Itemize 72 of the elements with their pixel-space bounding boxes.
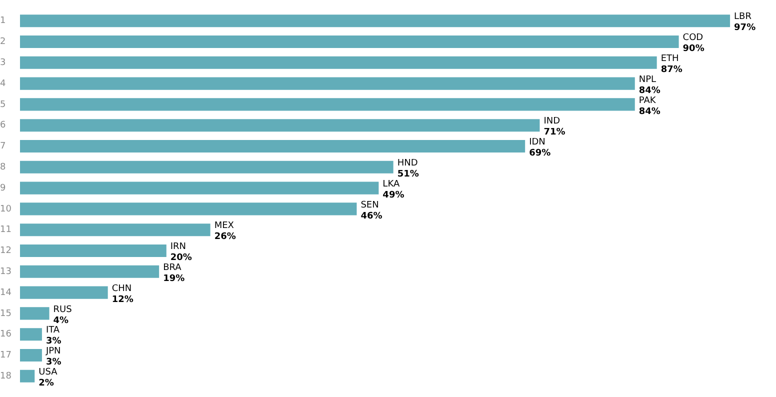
bar <box>20 286 108 299</box>
annotation: IDN <box>529 138 546 148</box>
bar <box>20 35 679 48</box>
data-label: 97% <box>734 23 756 34</box>
data-label: 46% <box>360 211 382 222</box>
bar <box>20 56 657 69</box>
y-tick-label: 18 <box>0 371 12 382</box>
y-tick-label: 16 <box>0 330 12 340</box>
annotation: BRA <box>163 262 182 273</box>
bar <box>20 370 35 382</box>
bar <box>20 140 526 153</box>
data-label: 3% <box>46 358 62 368</box>
y-tick-label: 17 <box>0 350 12 361</box>
y-tick-label: 5 <box>0 100 6 110</box>
annotation: HND <box>397 158 418 168</box>
data-label: 12% <box>112 294 134 305</box>
bar <box>20 119 540 132</box>
y-tick-label: 6 <box>0 120 6 131</box>
bar <box>20 98 635 111</box>
annotation: PAK <box>638 96 657 106</box>
bar <box>20 244 166 258</box>
annotation: USA <box>38 367 58 378</box>
bar <box>20 182 379 194</box>
data-label: 84% <box>638 86 660 96</box>
bar <box>20 160 394 174</box>
annotation: ETH <box>660 54 679 64</box>
data-label: 2% <box>38 378 54 388</box>
data-label: 69% <box>529 148 551 159</box>
bar <box>20 348 42 362</box>
y-tick-label: 12 <box>0 246 12 256</box>
bar <box>20 328 42 341</box>
annotation: RUS <box>53 304 72 315</box>
data-label: 51% <box>397 169 419 180</box>
y-tick-label: 1 <box>0 16 6 26</box>
data-label: 90% <box>682 44 704 54</box>
annotation: CHN <box>112 284 132 294</box>
annotation: JPN <box>44 346 61 357</box>
y-tick-label: 10 <box>0 204 12 214</box>
y-tick-label: 11 <box>0 225 12 236</box>
data-label: 26% <box>214 232 236 242</box>
data-label: 49% <box>382 190 404 200</box>
annotation: IRN <box>170 242 186 252</box>
y-tick-label: 7 <box>0 142 6 152</box>
data-label: 84% <box>638 106 660 117</box>
y-tick-label: 2 <box>0 37 6 48</box>
bar <box>20 202 357 216</box>
bar <box>20 77 635 90</box>
data-label: 87% <box>660 64 682 75</box>
bar <box>20 14 730 28</box>
annotation: LKA <box>382 179 400 190</box>
data-label: 4% <box>53 316 69 326</box>
bar <box>20 307 50 320</box>
y-tick-label: 4 <box>0 78 6 89</box>
data-label: 20% <box>170 253 192 264</box>
annotation: COD <box>682 33 704 44</box>
annotation: MEX <box>214 221 234 232</box>
data-label: 19% <box>163 274 185 284</box>
y-tick-label: 13 <box>0 266 12 277</box>
data-label: 71% <box>544 128 566 138</box>
annotation: LBR <box>734 12 752 22</box>
y-tick-label: 8 <box>0 162 6 172</box>
annotation: NPL <box>638 74 656 85</box>
y-tick-label: 14 <box>0 288 12 298</box>
bar <box>20 224 210 236</box>
bar <box>20 265 160 278</box>
annotation: ITA <box>46 326 60 336</box>
annotation: SEN <box>360 200 379 210</box>
y-tick-label: 3 <box>0 58 6 68</box>
annotation: IND <box>544 116 560 127</box>
y-tick-label: 15 <box>0 308 12 319</box>
data-label: 3% <box>46 336 62 347</box>
y-tick-label: 9 <box>0 183 6 194</box>
